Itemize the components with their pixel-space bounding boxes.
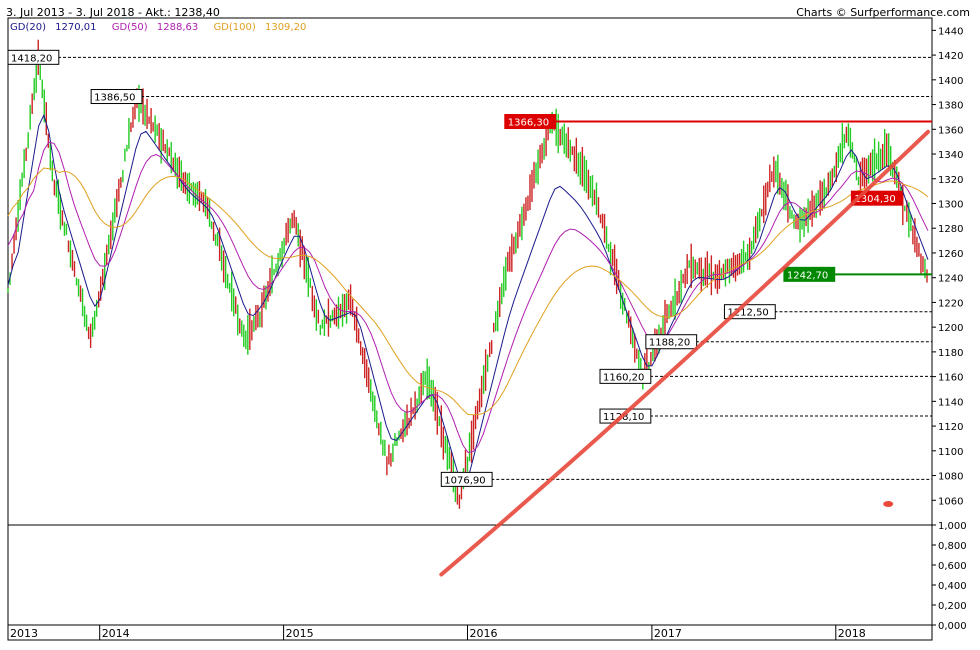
level-label: 1366,30 xyxy=(508,118,549,129)
y-tick-label: 1280 xyxy=(938,224,963,235)
y-tick-label: 1120 xyxy=(938,422,963,433)
annotation-dot xyxy=(883,500,894,507)
legend-gd50: GD(50) 1288,63 xyxy=(112,22,208,33)
level-label: 1418,20 xyxy=(11,53,52,64)
lower-tick-label: 0,600 xyxy=(938,561,967,572)
level-label: 1128,10 xyxy=(603,412,644,423)
y-tick-label: 1140 xyxy=(938,397,963,408)
legend-gd20: GD(20) 1270,01 xyxy=(10,22,106,33)
level-label-bg xyxy=(599,408,652,424)
lower-tick-label: 0,400 xyxy=(938,581,967,592)
candles xyxy=(7,39,928,509)
level-label: 1386,50 xyxy=(94,93,135,104)
level-label: 1212,50 xyxy=(727,308,768,319)
level-label: 1188,20 xyxy=(649,338,690,349)
y-tick-label: 1340 xyxy=(938,150,963,161)
trendline-annotation xyxy=(439,129,930,577)
chart-credit: Charts © Surfperformance.com xyxy=(796,6,970,19)
legend-gd100: GD(100) 1309,20 xyxy=(213,22,312,33)
x-tick-label: 2017 xyxy=(654,627,682,640)
x-tick-label: 2018 xyxy=(838,627,866,640)
y-tick-label: 1080 xyxy=(938,472,963,483)
legend-gd50-label: GD(50) xyxy=(111,22,148,33)
y-tick-label: 1440 xyxy=(938,26,963,37)
x-tick-label: 2014 xyxy=(102,627,130,640)
level-label-bg xyxy=(645,334,698,350)
legend-gd20-label: GD(20) xyxy=(10,22,46,33)
moving-average-gd20 xyxy=(7,113,929,485)
level-label-bg xyxy=(440,471,493,487)
y-tick-label: 1100 xyxy=(938,447,963,458)
level-label-bg xyxy=(599,368,652,384)
legend-gd50-value: 1288,63 xyxy=(156,22,199,33)
level-label-bg xyxy=(783,266,836,282)
lower-tick-label: 1,000 xyxy=(938,521,967,532)
level-label: 1242,70 xyxy=(787,270,828,281)
y-tick-label: 1160 xyxy=(938,373,963,384)
y-tick-label: 1240 xyxy=(938,274,963,285)
y-tick-label: 1060 xyxy=(938,496,963,507)
level-label-bg xyxy=(504,114,557,130)
legend: GD(20) 1270,01 GD(50) 1288,63 GD(100) 13… xyxy=(10,22,318,33)
y-tick-label: 1420 xyxy=(938,51,963,62)
plot-frame xyxy=(7,17,933,641)
chart-period: 3. Jul 2013 - 3. Jul 2018 - Akt.: 1238,4… xyxy=(6,6,220,19)
x-tick-label: 2016 xyxy=(469,627,497,640)
y-tick-label: 1200 xyxy=(938,323,963,334)
level-label-bg xyxy=(7,49,60,65)
y-tick-label: 1320 xyxy=(938,175,963,186)
y-tick-label: 1260 xyxy=(938,249,963,260)
y-tick-label: 1300 xyxy=(938,199,963,210)
x-tick-label: 2013 xyxy=(10,627,38,640)
lower-tick-label: 0,800 xyxy=(938,541,967,552)
level-label-bg xyxy=(723,304,776,320)
y-tick-label: 1380 xyxy=(938,101,963,112)
legend-gd100-value: 1309,20 xyxy=(264,22,307,33)
legend-gd20-value: 1270,01 xyxy=(55,22,97,33)
lower-tick-label: 0,000 xyxy=(938,621,967,632)
y-tick-label: 1180 xyxy=(938,348,963,359)
legend-gd100-label: GD(100) xyxy=(213,22,256,33)
level-label: 1304,30 xyxy=(854,194,895,205)
level-label: 1076,90 xyxy=(444,475,485,486)
y-tick-label: 1400 xyxy=(938,76,963,87)
x-tick-label: 2015 xyxy=(286,627,314,640)
y-tick-label: 1220 xyxy=(938,298,963,309)
y-tick-label: 1360 xyxy=(938,125,963,136)
moving-average-gd100 xyxy=(7,167,929,416)
level-label-bg xyxy=(90,89,143,105)
lower-tick-label: 0,200 xyxy=(938,601,967,612)
level-label: 1160,20 xyxy=(603,372,644,383)
moving-average-gd50 xyxy=(7,141,929,454)
